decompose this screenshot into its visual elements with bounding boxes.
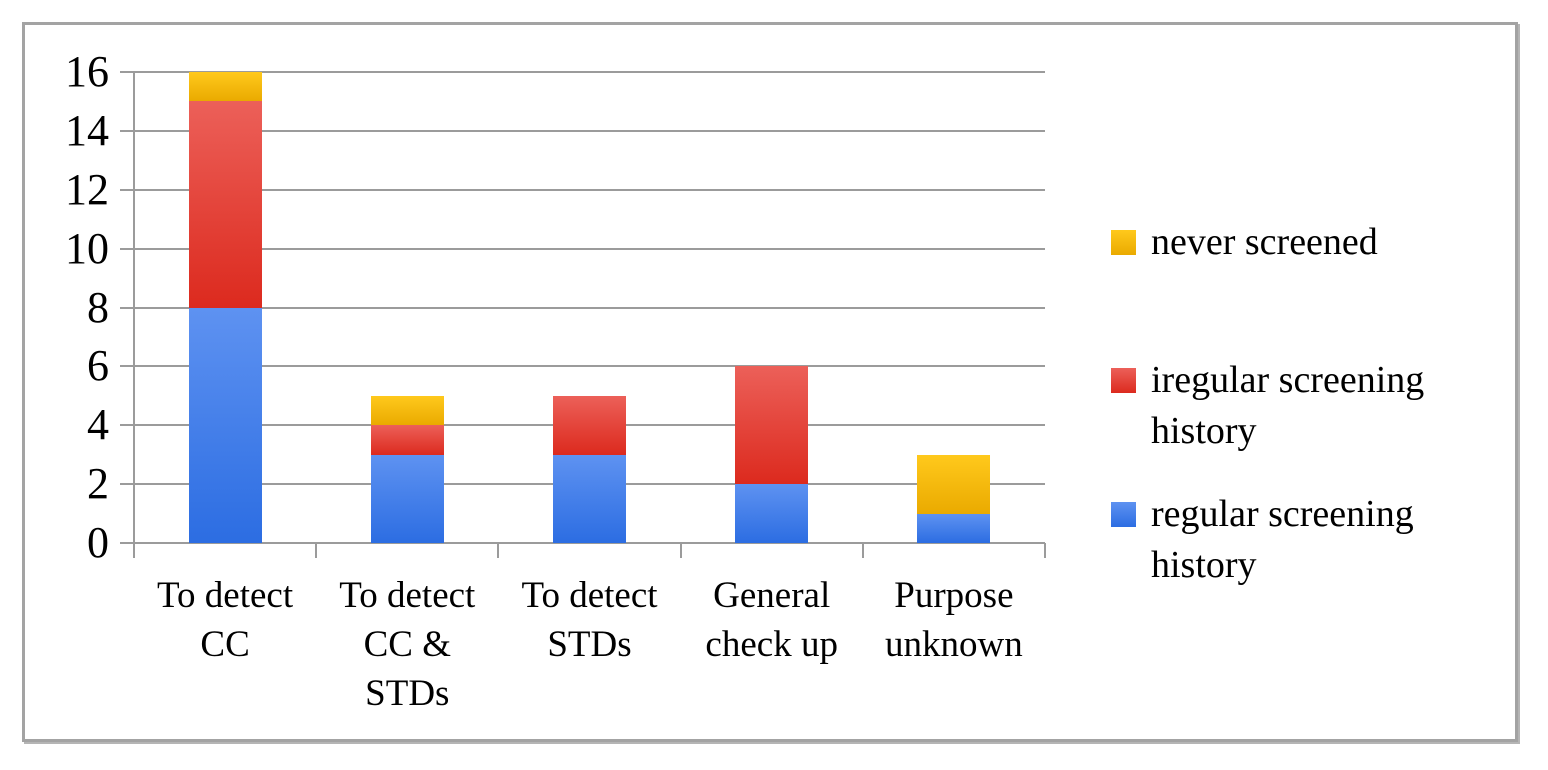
legend-label-regular-screening: regular screening history (1151, 493, 1414, 586)
legend: never screened iregular screening histor… (1111, 25, 1531, 739)
gridline-y-0 (120, 542, 1045, 544)
bar-segment-blue (553, 454, 626, 543)
plot-area: 0 2 4 6 8 10 12 14 16 To detect CC To detect CC & … (25, 25, 1515, 739)
bar-segment-yellow (917, 454, 991, 514)
bar-segment-blue (735, 484, 809, 543)
y-axis-tick-label: 6 (87, 341, 109, 391)
gridline-y-8 (120, 306, 1045, 309)
y-axis-tick-label: 2 (87, 459, 109, 509)
legend-label-never-screened: never screened (1151, 221, 1378, 263)
x-axis-category-label: To detect CC (157, 575, 294, 665)
legend-item-regular-screening: regular screening history (1111, 489, 1503, 591)
legend-item-iregular-screening: iregular screening history (1111, 355, 1503, 457)
chart-frame: 0 2 4 6 8 10 12 14 16 To detect CC To detect CC & … (22, 22, 1518, 742)
bar-segment-blue (188, 307, 262, 543)
y-axis-tick-label: 16 (65, 47, 109, 96)
x-axis-category-label: To detect CC & STDs (339, 575, 476, 714)
legend-swatch-yellow-icon (1111, 230, 1136, 255)
bar-segment-yellow (370, 395, 444, 426)
legend-item-never-screened: never screened (1111, 217, 1378, 268)
x-axis-category-label: To detect STDs (521, 575, 658, 665)
x-axis-tick (1044, 543, 1046, 558)
x-axis-tick (315, 543, 318, 558)
bar-segment-red (553, 395, 626, 455)
x-axis-tick (497, 543, 500, 558)
legend-label-iregular-screening: iregular screening history (1151, 359, 1425, 452)
y-axis-tick-label: 8 (87, 282, 109, 332)
bar-segment-red (370, 425, 444, 455)
y-axis-line (133, 72, 135, 558)
y-axis-tick-label: 0 (87, 518, 109, 567)
y-axis-tick-label: 14 (65, 105, 109, 155)
gridline-y-10 (120, 247, 1045, 250)
gridline-y-12 (120, 188, 1045, 191)
bar-segment-red (735, 366, 809, 485)
legend-swatch-red-icon (1111, 368, 1136, 393)
x-axis-category-label: Purpose unknown (885, 575, 1023, 665)
gridline-y-14 (120, 129, 1045, 132)
bar-segment-blue (370, 454, 444, 543)
gridline-y-6 (120, 365, 1045, 368)
y-axis-tick-label: 12 (65, 164, 109, 214)
gridline-y-16 (120, 71, 1045, 73)
bar-segment-red (188, 101, 262, 308)
y-axis-tick-label: 10 (65, 223, 109, 273)
y-axis-tick-label: 4 (87, 400, 109, 450)
bar-segment-yellow (188, 72, 262, 102)
x-axis-category-label: General check up (705, 575, 838, 665)
x-axis-tick (861, 543, 864, 558)
bar-segment-blue (917, 513, 991, 543)
legend-swatch-blue-icon (1111, 502, 1136, 527)
x-axis-tick (679, 543, 682, 558)
